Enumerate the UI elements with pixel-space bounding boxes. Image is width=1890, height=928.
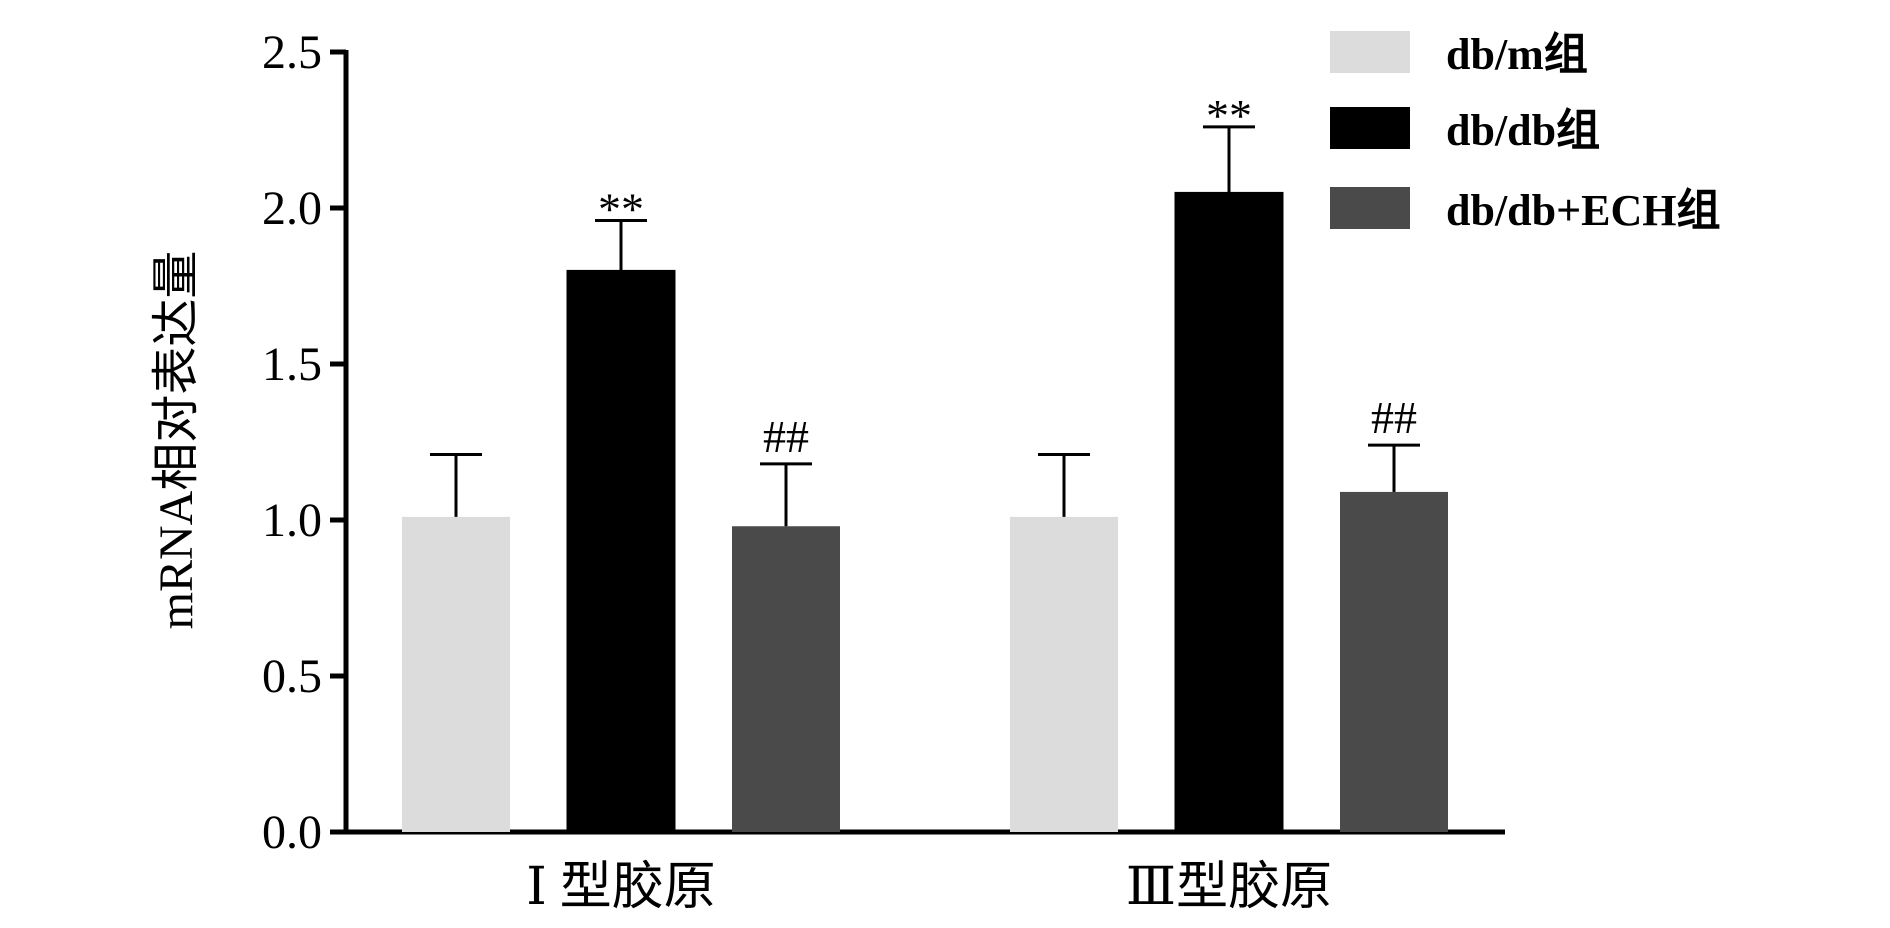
- x-category-label: Ⅰ 型胶原: [526, 859, 716, 916]
- significance-label: **: [1206, 90, 1252, 141]
- bar: [1340, 491, 1448, 832]
- y-tick-label: 2.0: [262, 182, 322, 235]
- axes: 0.0 0.5 1.0 1.5 2.0 2.5 Ⅰ 型胶原 Ⅲ型胶原: [262, 26, 1505, 916]
- y-axis-title: mRNA相对表达量: [150, 251, 203, 630]
- legend-swatch: [1330, 187, 1410, 229]
- legend-label: db/db+ECH组: [1446, 186, 1721, 235]
- bar: [402, 516, 510, 832]
- legend-label: db/m组: [1446, 30, 1588, 79]
- y-tick-label: 0.5: [262, 650, 322, 703]
- legend-swatch: [1330, 31, 1410, 73]
- significance-label: **: [598, 183, 644, 234]
- legend: db/m组 db/db组 db/db+ECH组: [1330, 30, 1721, 235]
- significance-label: ##: [763, 411, 809, 462]
- bars: ** ## ** ##: [402, 90, 1448, 833]
- y-tick-label: 1.5: [262, 338, 322, 391]
- y-tick-label: 1.0: [262, 494, 322, 547]
- legend-swatch: [1330, 107, 1410, 149]
- y-tick-label: 0.0: [262, 806, 322, 859]
- y-tick-label: 2.5: [262, 26, 322, 79]
- significance-label: ##: [1371, 392, 1417, 443]
- x-category-label: Ⅲ型胶原: [1126, 859, 1332, 916]
- legend-label: db/db组: [1446, 106, 1600, 155]
- bar: [566, 269, 676, 833]
- bar: [1174, 191, 1284, 833]
- bar: [1010, 516, 1118, 832]
- bar: [732, 526, 840, 832]
